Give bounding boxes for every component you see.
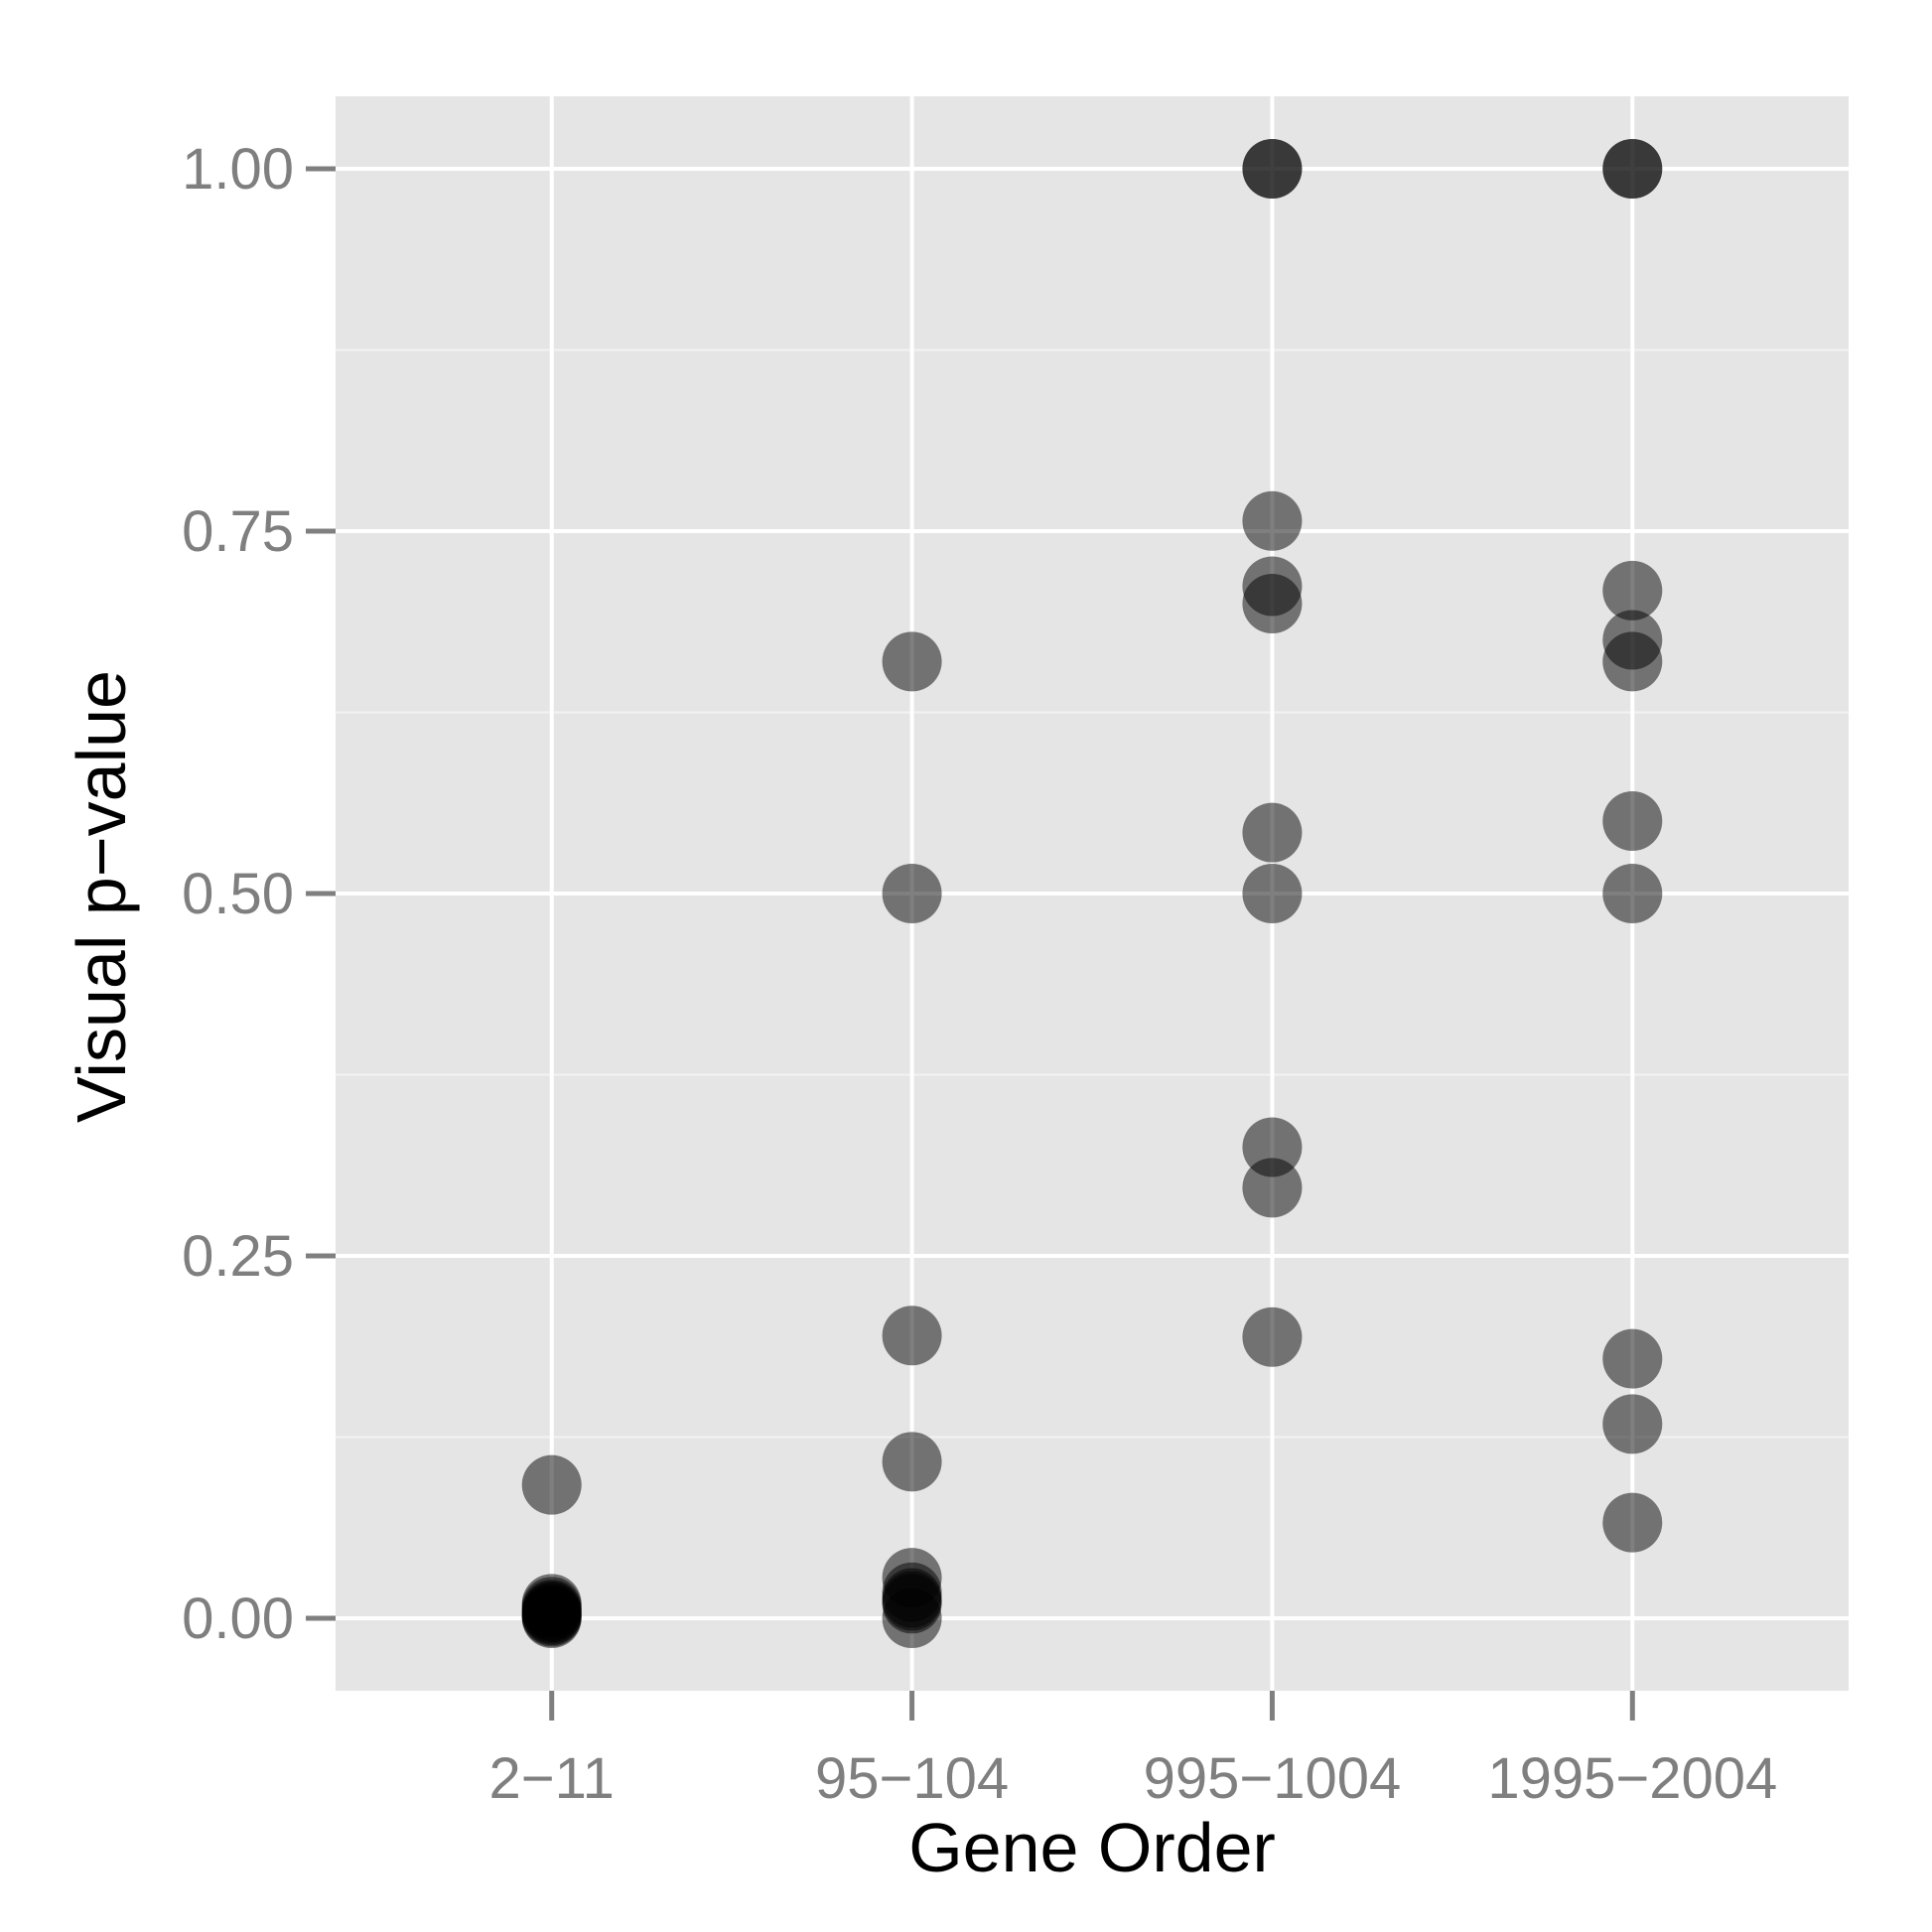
data-point [1242,1158,1303,1218]
y-axis-title: Visual p−value [63,670,140,1123]
data-point [882,1588,942,1648]
x-tick-label: 2−11 [489,1746,615,1811]
x-tick-label: 995−1004 [1144,1746,1402,1811]
data-point [1602,139,1663,199]
data-point [1602,1394,1663,1454]
data-point [1242,802,1303,863]
x-axis-title: Gene Order [908,1809,1276,1886]
data-point [1242,490,1303,551]
data-point [1242,864,1303,923]
y-tick-label: 0.75 [182,499,294,564]
data-point [1242,1307,1303,1367]
axes: 0.00 0.25 0.50 0.75 1.00 2−11 95−104 995−1004 19… [182,137,1777,1811]
y-tick-label: 0.25 [182,1224,294,1289]
data-point [521,1454,582,1515]
x-tick-label: 1995−2004 [1487,1746,1777,1811]
data-point [882,864,942,923]
data-point [1602,791,1663,851]
data-point [1242,574,1303,633]
data-point [1602,864,1663,923]
y-tick-label: 0.50 [182,862,294,926]
y-tick-label: 1.00 [182,137,294,202]
data-point [882,631,942,692]
data-point [1602,1328,1663,1389]
data-points [521,139,1663,1648]
data-point [882,1432,942,1492]
data-point [1602,1492,1663,1553]
y-tick-label: 0.00 [182,1587,294,1651]
data-point [1602,631,1663,692]
x-tick-label: 95−104 [815,1746,1009,1811]
data-point [521,1588,582,1648]
data-point [882,1306,942,1366]
data-point [1602,560,1663,621]
data-point [1242,139,1303,199]
plot-panel [336,96,1849,1691]
